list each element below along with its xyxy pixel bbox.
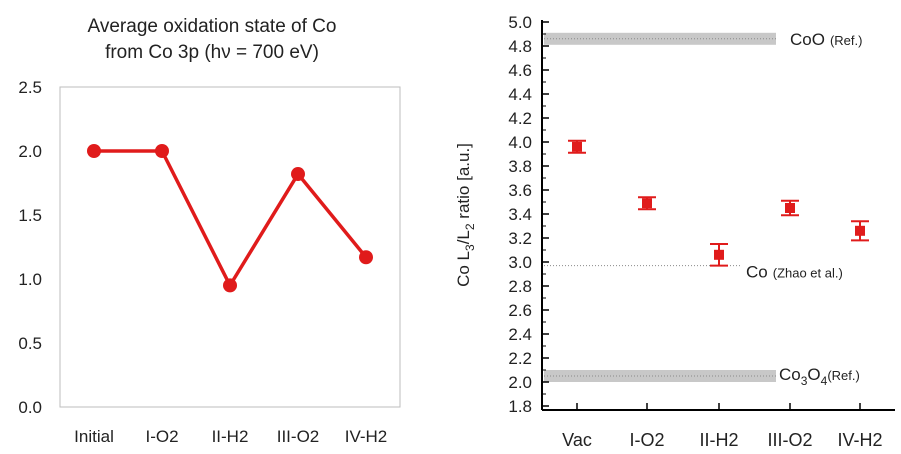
data-marker — [785, 203, 795, 213]
right-y-tick-label: 3.4 — [508, 205, 532, 224]
right-y-tick-label: 2.0 — [508, 373, 532, 392]
right-y-tick-label: 2.8 — [508, 277, 532, 296]
right-y-tick-label: 5.0 — [508, 13, 532, 32]
right-series — [568, 139, 869, 267]
left-plot-area — [59, 86, 401, 408]
left-data-point — [223, 278, 237, 293]
left-chart-title: Average oxidation state of Co — [88, 16, 337, 37]
reference-label-co: Co (Zhao et al.) — [746, 263, 843, 282]
right-data-point — [568, 139, 586, 154]
right-y-tick-label: 4.4 — [508, 85, 532, 104]
right-y-tick-label: 3.2 — [508, 229, 532, 248]
right-data-point — [851, 220, 869, 242]
right-y-tick-label: 3.8 — [508, 157, 532, 176]
reference-label-co3o4: Co3O4(Ref.) — [779, 365, 860, 388]
left-y-tick-label: 1.0 — [18, 270, 42, 289]
left-y-tick-label: 0.0 — [18, 398, 42, 417]
right-y-tick-label: 3.0 — [508, 253, 532, 272]
right-y-ticks: 1.8 2.0 2.2 2.4 2.6 2.8 3.0 3.2 3.4 3.6 3.8 4.0 4.2 4… — [508, 13, 549, 416]
left-x-tick-label: Initial — [74, 427, 114, 446]
right-data-point — [710, 243, 728, 267]
left-y-tick-label: 1.5 — [18, 206, 42, 225]
data-marker — [714, 249, 724, 260]
right-y-tick-label: 4.2 — [508, 109, 532, 128]
right-y-tick-label: 4.6 — [508, 61, 532, 80]
left-chart-subtitle: from Co 3p (hν = 700 eV) — [105, 42, 319, 63]
left-series — [87, 144, 373, 293]
left-x-tick-label: III-O2 — [277, 427, 320, 446]
left-x-tick-label: I-O2 — [145, 427, 178, 446]
right-y-tick-label: 1.8 — [508, 397, 532, 416]
right-x-tick-label: Vac — [562, 430, 592, 450]
left-y-ticks: 0.0 0.5 1.0 1.5 2.0 2.5 — [18, 78, 42, 417]
left-data-point — [87, 144, 101, 158]
left-y-tick-label: 0.5 — [18, 334, 42, 353]
right-x-tick-label: IV-H2 — [837, 430, 882, 450]
left-chart: Average oxidation state of Co from Co 3p… — [18, 16, 401, 446]
left-x-tick-label: IV-H2 — [345, 427, 388, 446]
right-y-tick-label: 3.6 — [508, 181, 532, 200]
data-marker — [855, 225, 865, 236]
left-x-tick-label: II-H2 — [212, 427, 249, 446]
right-data-point — [781, 199, 799, 217]
reference-label-coo: CoO (Ref.) — [790, 30, 862, 49]
right-y-tick-label: 2.2 — [508, 349, 532, 368]
right-y-axis-label: Co L3/L2 ratio [a.u.] — [454, 143, 477, 287]
data-marker — [642, 198, 652, 209]
left-data-point — [155, 144, 169, 158]
left-data-point — [291, 167, 305, 182]
reference-band — [544, 32, 776, 45]
right-x-tick-label: II-H2 — [699, 430, 738, 450]
right-y-tick-label: 2.4 — [508, 325, 532, 344]
right-x-tick-label: III-O2 — [767, 430, 812, 450]
left-y-tick-label: 2.5 — [18, 78, 42, 97]
left-series-line — [94, 149, 368, 288]
left-y-tick-label: 2.0 — [18, 142, 42, 161]
right-x-ticks: Vac I-O2 II-H2 III-O2 IV-H2 — [562, 403, 883, 450]
right-data-point — [638, 196, 656, 211]
right-y-tick-label: 4.0 — [508, 133, 532, 152]
data-marker — [572, 141, 582, 152]
right-y-tick-label: 4.8 — [508, 37, 532, 56]
left-data-point — [359, 250, 373, 265]
reference-band — [544, 370, 776, 382]
right-x-tick-label: I-O2 — [629, 430, 664, 450]
right-chart: CoO (Ref.) Co (Zhao et al.) Co3O4(Ref.) 1.8 2… — [454, 13, 895, 450]
reference-lines: CoO (Ref.) Co (Zhao et al.) Co3O4(Ref.) — [544, 30, 862, 388]
left-x-ticks: Initial I-O2 II-H2 III-O2 IV-H2 — [74, 427, 387, 446]
right-y-tick-label: 2.6 — [508, 301, 532, 320]
